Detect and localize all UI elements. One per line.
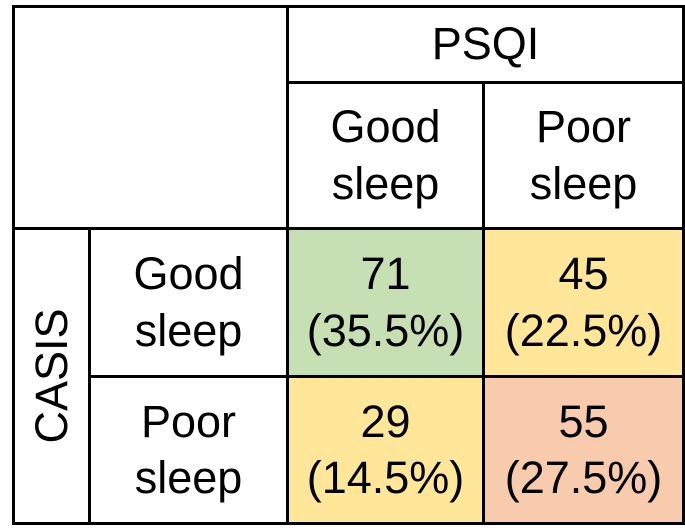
row-header-poor-sleep: Poor sleep [88, 375, 289, 525]
psqi-group-label: PSQI [431, 18, 540, 70]
casis-group-header: CASIS [12, 227, 91, 525]
cell-casis-good-psqi-good-value: 71 (35.5%) [306, 248, 465, 356]
column-header-poor-sleep-label: Poor sleep [529, 101, 638, 209]
row-header-good-sleep: Good sleep [88, 227, 289, 378]
empty-corner [12, 5, 289, 230]
cell-casis-poor-psqi-good: 29 (14.5%) [286, 375, 485, 525]
casis-group-label: CASIS [25, 308, 77, 444]
column-header-good-sleep: Good sleep [286, 81, 485, 230]
cell-casis-good-psqi-poor: 45 (22.5%) [481, 227, 685, 378]
column-header-poor-sleep: Poor sleep [481, 81, 685, 230]
psqi-casis-table: PSQI Good sleep Poor sleep CASIS Good sl… [12, 5, 685, 525]
column-header-good-sleep-label: Good sleep [330, 101, 441, 209]
cell-casis-good-psqi-good: 71 (35.5%) [286, 227, 485, 378]
row-header-good-sleep-label: Good sleep [133, 248, 244, 356]
cell-casis-poor-psqi-good-value: 29 (14.5%) [306, 395, 465, 503]
row-header-poor-sleep-label: Poor sleep [134, 395, 243, 503]
cell-casis-good-psqi-poor-value: 45 (22.5%) [504, 248, 663, 356]
cell-casis-poor-psqi-poor: 55 (27.5%) [481, 375, 685, 525]
cell-casis-poor-psqi-poor-value: 55 (27.5%) [504, 395, 663, 503]
psqi-group-header: PSQI [285, 5, 685, 84]
contingency-table-figure: PSQI Good sleep Poor sleep CASIS Good sl… [12, 5, 685, 525]
